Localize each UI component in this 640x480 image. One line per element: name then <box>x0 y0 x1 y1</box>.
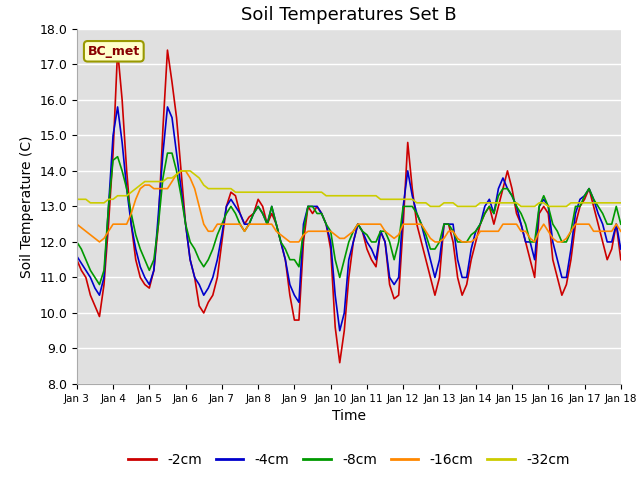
Text: BC_met: BC_met <box>88 45 140 58</box>
Title: Soil Temperatures Set B: Soil Temperatures Set B <box>241 6 456 24</box>
Y-axis label: Soil Temperature (C): Soil Temperature (C) <box>20 135 34 277</box>
Legend: -2cm, -4cm, -8cm, -16cm, -32cm: -2cm, -4cm, -8cm, -16cm, -32cm <box>122 448 575 473</box>
X-axis label: Time: Time <box>332 409 366 423</box>
